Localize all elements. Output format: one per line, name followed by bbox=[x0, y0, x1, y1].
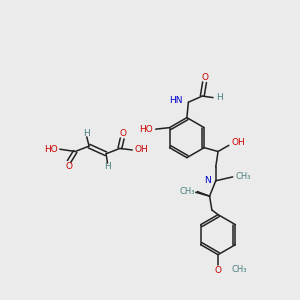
Text: H: H bbox=[104, 162, 111, 171]
Text: OH: OH bbox=[232, 138, 246, 147]
Text: H: H bbox=[83, 128, 90, 137]
Text: N: N bbox=[204, 176, 211, 185]
Text: O: O bbox=[202, 73, 209, 82]
Text: H: H bbox=[216, 93, 223, 102]
Text: CH₃: CH₃ bbox=[236, 172, 251, 181]
Text: HN: HN bbox=[169, 96, 182, 105]
Text: O: O bbox=[119, 129, 127, 138]
Text: HO: HO bbox=[44, 145, 58, 154]
Text: O: O bbox=[65, 162, 73, 171]
Text: CH₃: CH₃ bbox=[179, 187, 195, 196]
Text: CH₃: CH₃ bbox=[232, 265, 248, 274]
Text: O: O bbox=[214, 266, 222, 274]
Text: HO: HO bbox=[140, 125, 153, 134]
Text: OH: OH bbox=[134, 146, 148, 154]
